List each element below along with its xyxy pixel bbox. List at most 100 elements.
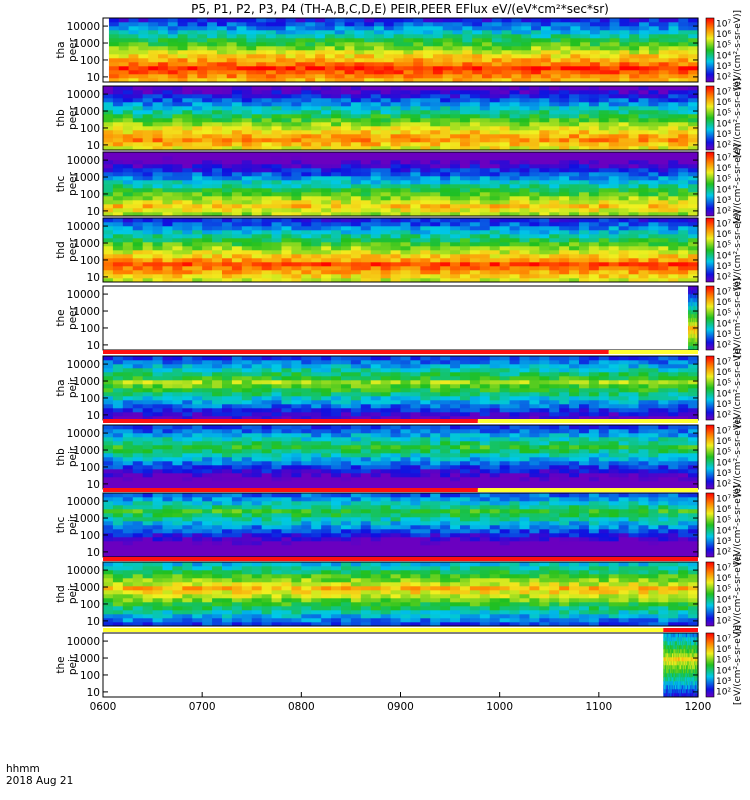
spectrogram-cell xyxy=(521,61,532,67)
spectrogram-cell xyxy=(479,113,491,119)
spectrogram-cell xyxy=(321,211,332,217)
spectrogram-cell xyxy=(521,49,532,55)
spectrogram-cell xyxy=(420,145,431,151)
spectrogram-cell xyxy=(629,53,640,59)
spectrogram-cell xyxy=(579,249,590,255)
spectrogram-cell xyxy=(167,33,179,39)
spectrogram-cell xyxy=(499,273,511,279)
spectrogram-cell xyxy=(374,73,385,79)
spectrogram-cell xyxy=(118,45,130,51)
spectrogram-cell xyxy=(370,159,382,165)
spectrogram-cell xyxy=(628,207,640,213)
spectrogram-cell xyxy=(271,145,283,151)
spectrogram-cell xyxy=(519,171,531,177)
spectrogram-cell xyxy=(222,265,233,271)
spectrogram-cell xyxy=(360,229,372,235)
spectrogram-cell xyxy=(599,53,611,59)
spectrogram-cell xyxy=(608,217,620,223)
spectrogram-cell xyxy=(639,25,650,31)
spectrogram-cell xyxy=(460,129,471,135)
spectrogram-cell xyxy=(271,203,283,209)
spectrogram-cell xyxy=(469,187,481,193)
spectrogram-cell xyxy=(187,57,198,63)
spectrogram-cell xyxy=(321,273,332,279)
spectrogram-cell xyxy=(588,171,600,177)
spectrogram-cell xyxy=(608,273,620,279)
spectrogram-cell xyxy=(559,109,570,115)
spectrogram-cell xyxy=(162,163,174,169)
spectrogram-cell xyxy=(658,155,669,161)
spectrogram-cell xyxy=(261,233,273,239)
spectrogram-cell xyxy=(148,77,159,83)
spectrogram-cell xyxy=(519,253,531,259)
spectrogram-cell xyxy=(688,237,699,243)
spectrogram-cell xyxy=(550,77,562,83)
spectrogram-cell xyxy=(212,93,223,99)
spectrogram-cell xyxy=(619,49,630,55)
spectrogram-cell xyxy=(271,171,283,177)
spectrogram-cell xyxy=(648,225,659,231)
spectrogram-cell xyxy=(618,277,630,283)
spectrogram-cell xyxy=(501,37,513,43)
spectrogram-cell xyxy=(301,203,312,209)
colorbar-tick-label: 10⁴ xyxy=(716,319,731,329)
spectrogram-cell xyxy=(430,269,441,275)
spectrogram-cell xyxy=(112,411,124,417)
spectrogram-cell xyxy=(271,163,283,169)
spectrogram-cell xyxy=(341,265,352,271)
spectrogram-cell xyxy=(212,183,223,189)
colorbar-tick-label: 10³ xyxy=(716,196,731,206)
spectrogram-cell xyxy=(311,151,322,157)
spectrogram-cell xyxy=(324,45,336,51)
spectrogram-cell xyxy=(152,163,164,169)
spectrogram-cell xyxy=(142,133,154,139)
spectrogram-cell xyxy=(172,155,183,161)
spectrogram-cell xyxy=(350,269,362,275)
spectrogram-cell xyxy=(152,203,164,209)
spectrogram-cell xyxy=(598,211,610,217)
spectrogram-cell xyxy=(236,57,247,63)
spectrogram-cell xyxy=(202,109,213,115)
spectrogram-cell xyxy=(678,229,689,235)
panel-ylabel: thapeer xyxy=(55,37,79,62)
spectrogram-cell xyxy=(152,217,164,223)
spectrogram-cell xyxy=(648,257,659,263)
spectrogram-cell xyxy=(305,29,316,35)
spectrogram-cell xyxy=(509,245,521,251)
spectrogram-cell xyxy=(212,129,223,135)
spectrogram-cell xyxy=(187,17,198,23)
spectrogram-cell xyxy=(658,237,669,243)
spectrogram-cell xyxy=(658,41,670,47)
spectrogram-cell xyxy=(311,101,322,107)
spectrogram-cell xyxy=(162,277,174,283)
spectrogram-cell xyxy=(400,133,412,139)
spectrogram-cell xyxy=(668,257,679,263)
spectrogram-cell xyxy=(423,45,434,51)
spectrogram-cell xyxy=(668,129,679,135)
spectrogram-cell xyxy=(499,229,511,235)
spectrogram-cell xyxy=(608,265,620,271)
spectrogram-cell xyxy=(390,265,402,271)
y-tick-label: 10 xyxy=(87,272,100,284)
spectrogram-cell xyxy=(648,203,659,209)
spectrogram-cell xyxy=(344,77,355,83)
spectrogram-cell xyxy=(354,17,365,23)
spectrogram-cell xyxy=(256,37,267,43)
spectrogram-cell xyxy=(182,163,193,169)
spectrogram-cell xyxy=(579,121,590,127)
spectrogram-cell xyxy=(226,29,238,35)
spectrogram-cell xyxy=(122,179,134,185)
spectrogram-cell xyxy=(420,273,431,279)
spectrogram-cell xyxy=(222,269,233,275)
spectrogram-cell xyxy=(285,57,297,63)
spectrogram-cell xyxy=(128,41,140,47)
spectrogram-cell xyxy=(271,211,283,217)
spectrogram-cell xyxy=(668,229,679,235)
spectrogram-cell xyxy=(638,175,650,181)
spectrogram-cell xyxy=(212,133,223,139)
spectrogram-cell xyxy=(639,41,650,47)
spectrogram-cell xyxy=(638,245,650,251)
spectrogram-cell xyxy=(489,113,501,119)
spectrogram-cell xyxy=(187,41,198,47)
spectrogram-cell xyxy=(479,229,491,235)
